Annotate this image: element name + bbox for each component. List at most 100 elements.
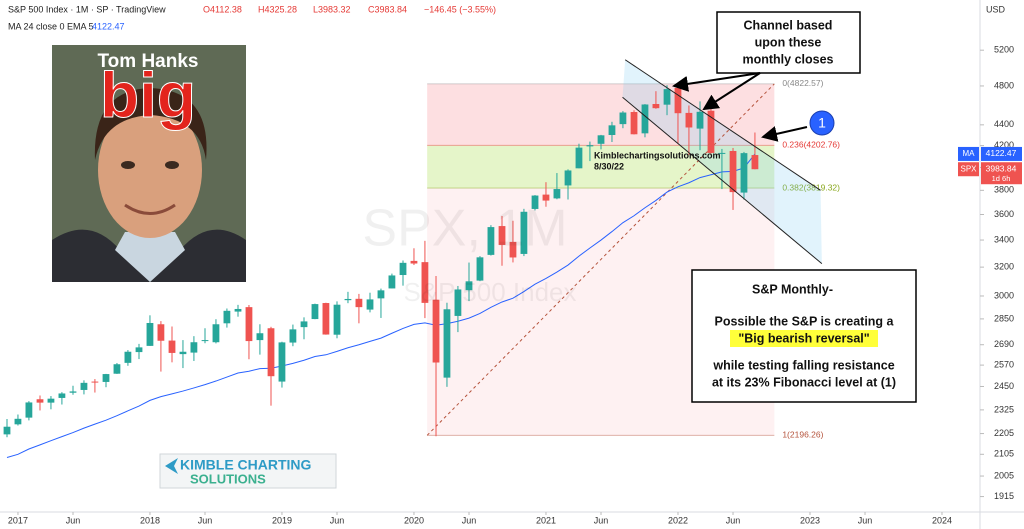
y-tick-label: 2570 — [994, 359, 1014, 369]
marker: 1 — [761, 110, 835, 142]
candle-body — [267, 328, 275, 377]
candle-body — [245, 307, 253, 342]
arrow — [761, 126, 808, 142]
candle-body — [564, 170, 572, 186]
ohlc-text: O4112.38 — [203, 4, 242, 14]
candle-body — [223, 310, 231, 324]
callout-text: upon these — [755, 35, 822, 49]
candle-body — [652, 103, 660, 109]
x-tick-label: Jun — [198, 515, 213, 525]
candle-body — [278, 342, 286, 382]
candle-body — [47, 398, 55, 403]
candle-body — [729, 150, 737, 193]
x-tick-label: 2023 — [800, 515, 820, 525]
channel-line — [624, 59, 821, 191]
candle-body — [36, 399, 44, 403]
candle-body — [443, 309, 451, 378]
arrow — [672, 72, 761, 92]
candle-body — [674, 88, 682, 114]
x-tick-label: 2022 — [668, 515, 688, 525]
candle-body — [124, 351, 132, 363]
y-tick-label: 3200 — [994, 262, 1014, 272]
channel-line — [622, 96, 823, 265]
poster-title: big — [100, 59, 196, 131]
candle-body — [157, 324, 165, 341]
y-tick-label: 4400 — [994, 119, 1014, 129]
price-tag-name-box — [958, 162, 979, 177]
candle-body — [432, 299, 440, 363]
y-tick-label: 2850 — [994, 313, 1014, 323]
candle-body — [718, 152, 726, 154]
note-text: at its 23% Fibonacci level at (1) — [712, 375, 896, 389]
candle-body — [91, 381, 99, 383]
candle-body — [740, 153, 748, 193]
smile — [124, 203, 176, 215]
candle-body — [3, 426, 11, 435]
y-tick-label: 2690 — [994, 339, 1014, 349]
marker-circle — [809, 110, 835, 136]
candle-body — [234, 308, 242, 312]
y-tick-label: 2005 — [994, 470, 1014, 480]
price-tag-box — [981, 162, 1022, 185]
candle-body — [201, 340, 209, 342]
y-tick-label: 2450 — [994, 381, 1014, 391]
candle-body — [212, 324, 220, 343]
candle-body — [685, 112, 693, 128]
candle-body — [300, 321, 308, 328]
ohlc-text: C3983.84 — [368, 4, 407, 14]
candle-body — [355, 298, 363, 308]
fib-label: 1(2196.26) — [782, 430, 823, 440]
candle-body — [586, 145, 594, 147]
price-tag-name: MA — [963, 149, 976, 158]
logo-icon — [165, 458, 178, 474]
logo-text: KIMBLE CHARTING — [180, 457, 312, 473]
fib-label: 0.382(3819.32) — [782, 182, 840, 192]
candle-body — [454, 289, 462, 316]
candle-body — [113, 364, 121, 374]
y-tick-label: 3600 — [994, 209, 1014, 219]
candle-body — [102, 374, 110, 382]
x-tick-label: Jun — [66, 515, 81, 525]
logo: KIMBLE CHARTING SOLUTIONS — [159, 453, 337, 489]
x-tick-label: 2018 — [140, 515, 160, 525]
y-tick-label: 4200 — [994, 140, 1014, 150]
x-tick-label: Jun — [858, 515, 873, 525]
callout-box — [716, 11, 861, 74]
y-tick-label: 2105 — [994, 449, 1014, 459]
site-label: Kimblechartingsolutions.com — [594, 150, 721, 160]
candle-body — [25, 402, 33, 418]
note-text: Possible the S&P is creating a — [714, 314, 894, 328]
x-tick-label: 2017 — [8, 515, 28, 525]
x-tick-label: Jun — [594, 515, 609, 525]
candle-body — [322, 303, 330, 335]
candle-body — [520, 211, 528, 254]
logo-box — [159, 453, 337, 489]
callout: Channel based upon these monthly closes — [672, 11, 861, 111]
watermark-sub: S&P 500 Index — [404, 277, 577, 307]
eye — [121, 161, 135, 169]
candle-body — [377, 290, 385, 299]
candle-body — [751, 155, 759, 170]
y-tick-label: 4800 — [994, 80, 1014, 90]
note-text: while testing falling resistance — [712, 358, 894, 372]
candle-body — [608, 125, 616, 136]
candle-body — [531, 195, 539, 209]
y-tick-label: 2205 — [994, 428, 1014, 438]
chart-title: S&P 500 Index · 1M · SP · TradingView — [8, 4, 166, 14]
y-tick-label: 2325 — [994, 404, 1014, 414]
candle-body — [410, 260, 418, 264]
candle-body — [168, 340, 176, 353]
candle-body — [344, 298, 352, 301]
ma-line — [6, 153, 756, 458]
price-tag-value: 4122.47 — [986, 148, 1017, 158]
candle-body — [256, 333, 264, 341]
price-tag-name-box — [958, 146, 979, 161]
hair — [94, 88, 207, 160]
candle-body — [366, 299, 374, 310]
poster-subtitle: Tom Hanks — [97, 51, 198, 72]
note-title: S&P Monthly- — [752, 282, 833, 296]
x-tick-label: Jun — [330, 515, 345, 525]
candle-body — [696, 111, 704, 129]
fib-trend — [426, 83, 775, 436]
